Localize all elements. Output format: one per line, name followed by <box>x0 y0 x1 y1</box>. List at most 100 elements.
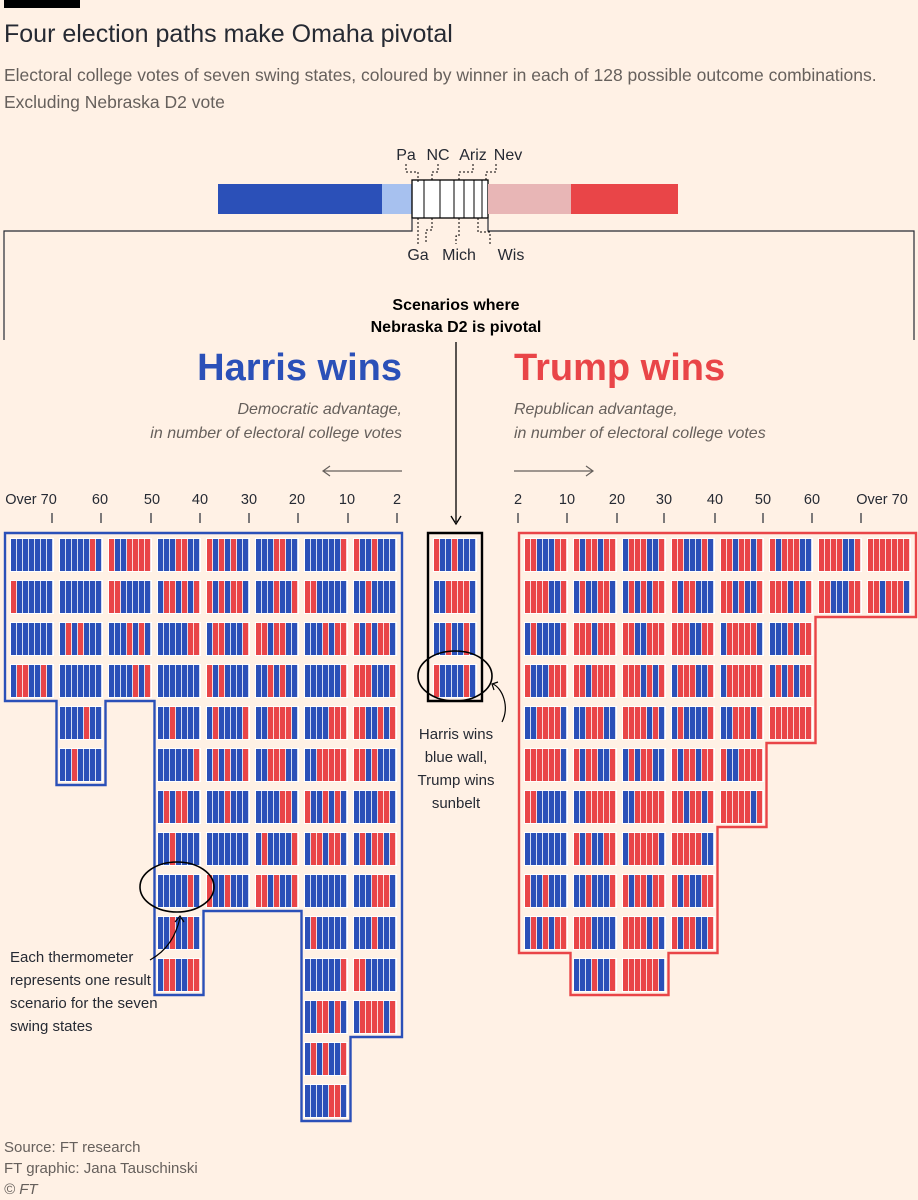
trump-scenario-cell <box>720 790 764 824</box>
harris-tick-label: 2 <box>393 492 401 508</box>
trump-scenario-cell <box>573 622 617 656</box>
trump-scenario-cell <box>573 706 617 740</box>
legend-annotation-line: scenario for the seven <box>10 995 158 1012</box>
legend-annotation-line: swing states <box>10 1018 93 1035</box>
trump-scenario-cell <box>769 706 813 740</box>
trump-scenario-cell <box>524 706 568 740</box>
harris-scenario-cell <box>353 706 397 740</box>
legend-callout-arrow <box>149 917 181 961</box>
trump-scenario-cell <box>524 580 568 614</box>
trump-scenario-cell <box>720 706 764 740</box>
harris-scenario-cell <box>206 622 250 656</box>
source-note: Source: FT research <box>4 1139 141 1156</box>
harris-scenario-cell <box>10 580 54 614</box>
trump-tick-label: Over 70 <box>856 492 908 508</box>
copyright: © FT <box>4 1181 38 1198</box>
trump-scenario-cell <box>622 580 666 614</box>
trump-tick-label: 10 <box>559 492 575 508</box>
key-bar: Pa NC Ariz Nev Ga Mich Wis <box>218 147 678 264</box>
trump-scenario-cell <box>622 538 666 572</box>
harris-scenario-cell <box>10 664 54 698</box>
scenario-chart: Pa NC Ariz Nev Ga Mich Wis Scenarios whe… <box>3 147 918 1123</box>
harris-scenario-cell <box>108 580 152 614</box>
harris-scenario-cell <box>255 832 299 866</box>
key-label-mich: Mich <box>442 247 476 264</box>
harris-subtitle-line1: Democratic advantage, <box>237 401 402 418</box>
harris-scenario-cell <box>304 916 348 950</box>
key-bar-rep-lean <box>488 184 571 214</box>
footer: Source: FT research FT graphic: Jana Tau… <box>4 1137 198 1200</box>
harris-direction-arrow <box>321 465 402 477</box>
graphic-credit: FT graphic: Jana Tauschinski <box>4 1160 198 1177</box>
harris-scenario-cell <box>59 622 103 656</box>
harris-scenario-cell <box>304 1042 348 1076</box>
chart-subtitle: Electoral college votes of seven swing s… <box>4 65 877 112</box>
harris-tick-label: Over 70 <box>5 492 57 508</box>
key-bar-dem-lean <box>382 184 412 214</box>
trump-tick-label: 40 <box>707 492 723 508</box>
harris-scenario-cell <box>157 958 201 992</box>
trump-scenario-cell <box>818 580 862 614</box>
trump-tick-label: 20 <box>609 492 625 508</box>
harris-tick-label: 50 <box>144 492 160 508</box>
pivotal-label-line2: Nebraska D2 is pivotal <box>371 319 542 336</box>
harris-scenario-cell <box>255 664 299 698</box>
pivotal-annotation-line: Trump wins <box>418 772 495 789</box>
harris-scenario-cell <box>10 538 54 572</box>
key-label-pa: Pa <box>396 147 416 164</box>
trump-scenario-cell <box>524 748 568 782</box>
harris-scenario-cell <box>108 664 152 698</box>
harris-scenario-cell <box>206 664 250 698</box>
key-bar-dem-safe <box>218 184 382 214</box>
trump-scenario-cell <box>671 790 715 824</box>
harris-scenario-cell <box>353 580 397 614</box>
harris-scenario-cell <box>59 580 103 614</box>
harris-scenario-cell <box>304 790 348 824</box>
trump-scenario-cell <box>622 958 666 992</box>
harris-scenario-cell <box>304 748 348 782</box>
trump-scenario-cell <box>573 580 617 614</box>
harris-scenario-cell <box>157 916 201 950</box>
harris-scenario-cell <box>255 580 299 614</box>
trump-scenario-cell <box>769 664 813 698</box>
harris-scenario-cell <box>157 706 201 740</box>
harris-scenario-cell <box>353 790 397 824</box>
trump-scenario-cell <box>720 664 764 698</box>
harris-scenario-cell <box>353 958 397 992</box>
harris-scenario-cell <box>157 580 201 614</box>
harris-scenario-cell <box>304 664 348 698</box>
harris-scenario-cell <box>353 748 397 782</box>
key-label-ariz: Ariz <box>459 147 487 164</box>
trump-scenario-cell <box>720 622 764 656</box>
harris-scenario-cell <box>108 622 152 656</box>
trump-scenario-cell <box>573 874 617 908</box>
trump-scenario-cell <box>720 538 764 572</box>
trump-scenario-cell <box>524 790 568 824</box>
trump-scenario-cell <box>622 790 666 824</box>
trump-scenario-cell <box>867 538 911 572</box>
trump-scenario-cell <box>573 538 617 572</box>
trump-scenario-cell <box>818 538 862 572</box>
trump-scenario-cell <box>720 580 764 614</box>
scenario-grid <box>10 538 911 1118</box>
harris-tick-label: 40 <box>192 492 208 508</box>
harris-scenario-cell <box>255 706 299 740</box>
trump-scenario-cell <box>769 622 813 656</box>
pivotal-arrow-head <box>450 515 462 526</box>
trump-scenario-cell <box>622 622 666 656</box>
legend-callout-ellipse <box>139 861 215 913</box>
harris-scenario-cell <box>353 664 397 698</box>
harris-tick-label: 20 <box>289 492 305 508</box>
trump-scenario-cell <box>573 748 617 782</box>
harris-scenario-cell <box>157 790 201 824</box>
trump-scenario-cell <box>671 832 715 866</box>
harris-scenario-cell <box>157 874 201 908</box>
harris-scenario-cell <box>10 622 54 656</box>
key-leaders-top <box>405 164 497 244</box>
trump-scenario-cell <box>671 706 715 740</box>
trump-region-outline <box>517 531 918 997</box>
trump-subtitle-line2: in number of electoral college votes <box>514 425 766 442</box>
harris-scenario-cell <box>255 748 299 782</box>
harris-scenario-cell <box>206 580 250 614</box>
harris-scenario-cell <box>157 538 201 572</box>
